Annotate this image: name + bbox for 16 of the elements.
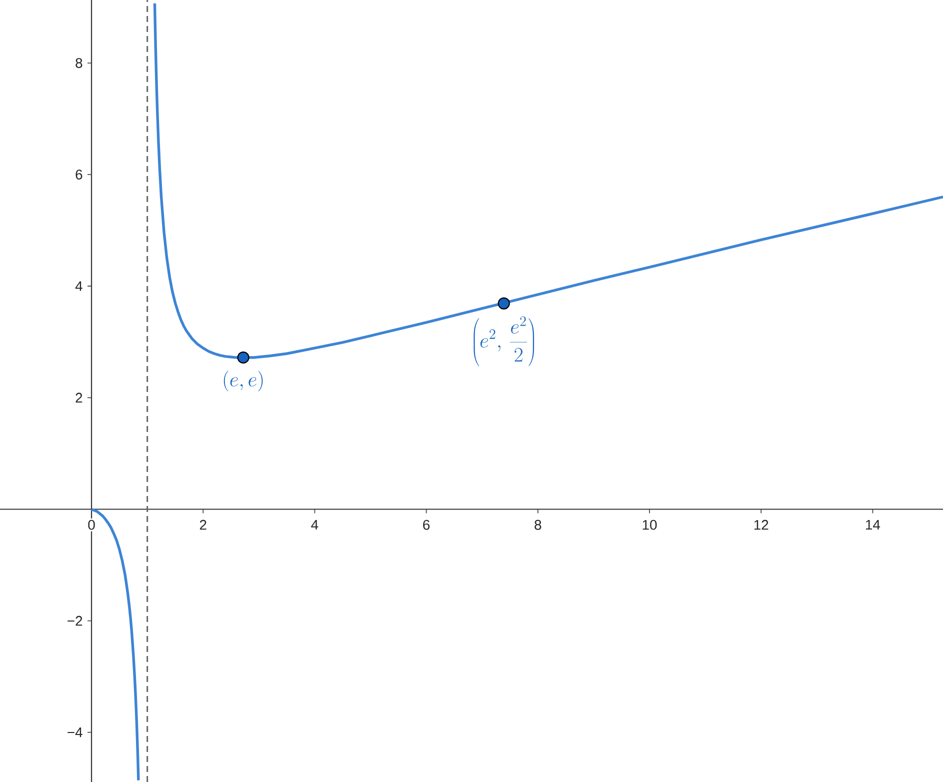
x-tick-label: 14 bbox=[866, 520, 880, 530]
x-tick-label: 0 bbox=[88, 520, 95, 530]
y-tick-label: −2 bbox=[68, 616, 82, 626]
x-tick-label: 6 bbox=[423, 520, 430, 530]
y-tick-label: 8 bbox=[76, 58, 82, 68]
y-tick-label: −4 bbox=[68, 728, 82, 738]
y-tick-label: 4 bbox=[75, 281, 82, 291]
x-tick-label: 2 bbox=[200, 520, 206, 530]
x-tick-label: 4 bbox=[311, 520, 318, 530]
x-tick-label: 8 bbox=[534, 520, 542, 530]
y-tick-label: 2 bbox=[76, 392, 82, 403]
annotation: $\left(e^{2},\,\frac{e^{2}}{2}\right)$ bbox=[474, 316, 534, 366]
annotation: $(e,e)$ bbox=[224, 370, 263, 392]
x-tick-label: 12 bbox=[754, 520, 768, 530]
y-tick-label: 6 bbox=[76, 170, 82, 180]
x-tick-label: 10 bbox=[642, 520, 657, 530]
